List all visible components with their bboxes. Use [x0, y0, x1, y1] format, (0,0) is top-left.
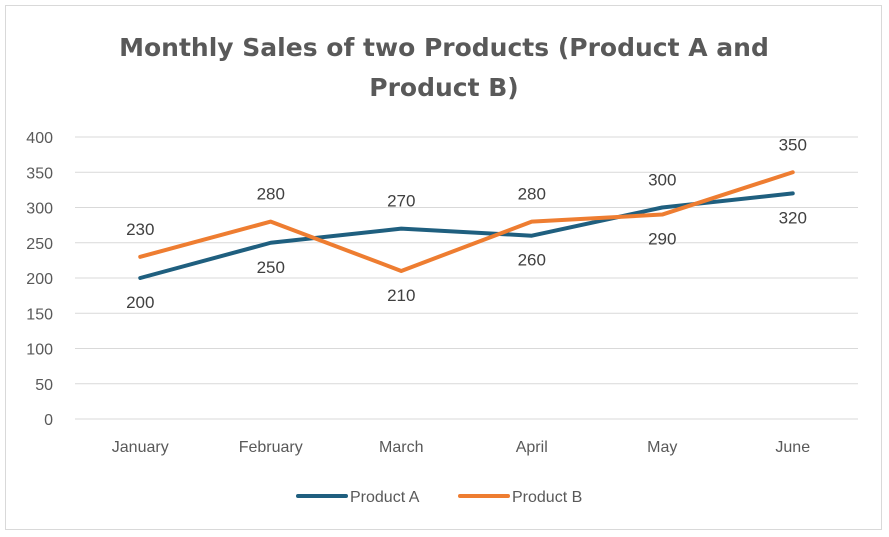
data-label: 260: [518, 251, 546, 270]
x-tick-label: June: [775, 439, 810, 456]
data-label: 230: [126, 220, 154, 239]
data-label: 320: [779, 208, 807, 227]
legend-label: Product B: [512, 489, 582, 506]
x-tick-label: March: [379, 439, 423, 456]
y-tick-label: 300: [26, 201, 53, 218]
chart-title-line-1: Monthly Sales of two Products (Product A…: [119, 33, 769, 62]
x-tick-label: January: [112, 439, 169, 456]
data-label: 200: [126, 293, 154, 312]
y-tick-label: 150: [26, 306, 53, 323]
data-label: 280: [257, 185, 285, 204]
y-tick-label: 50: [35, 377, 53, 394]
x-tick-label: April: [516, 439, 548, 456]
y-tick-label: 100: [26, 342, 53, 359]
y-tick-label: 350: [26, 165, 53, 182]
series-line: [138, 191, 795, 280]
x-axis-ticks: January February March April May June: [112, 439, 810, 456]
y-axis-ticks: 0 50 100 150 200 250 300 350 400: [26, 130, 53, 429]
data-label: 250: [257, 258, 285, 277]
legend-label: Product A: [350, 489, 420, 506]
data-label: 290: [648, 230, 676, 249]
series-lines: [138, 170, 795, 280]
x-tick-label: February: [239, 439, 303, 456]
y-tick-label: 250: [26, 236, 53, 253]
data-label: 270: [387, 192, 415, 211]
y-tick-label: 0: [44, 412, 53, 429]
x-tick-label: May: [647, 439, 677, 456]
chart-frame: [5, 5, 882, 530]
data-label: 210: [387, 286, 415, 305]
data-label: 350: [779, 135, 807, 154]
data-label: 280: [518, 185, 546, 204]
data-labels: 230 200 280 250 270 210 280 260 300 290 350 320: [126, 135, 807, 312]
legend: Product A Product B: [296, 489, 582, 506]
series-line: [138, 170, 795, 273]
data-label: 300: [648, 171, 676, 190]
y-tick-label: 400: [26, 130, 53, 147]
y-tick-label: 200: [26, 271, 53, 288]
gridlines: [75, 136, 858, 420]
chart-title-line-2: Product B): [369, 73, 518, 102]
